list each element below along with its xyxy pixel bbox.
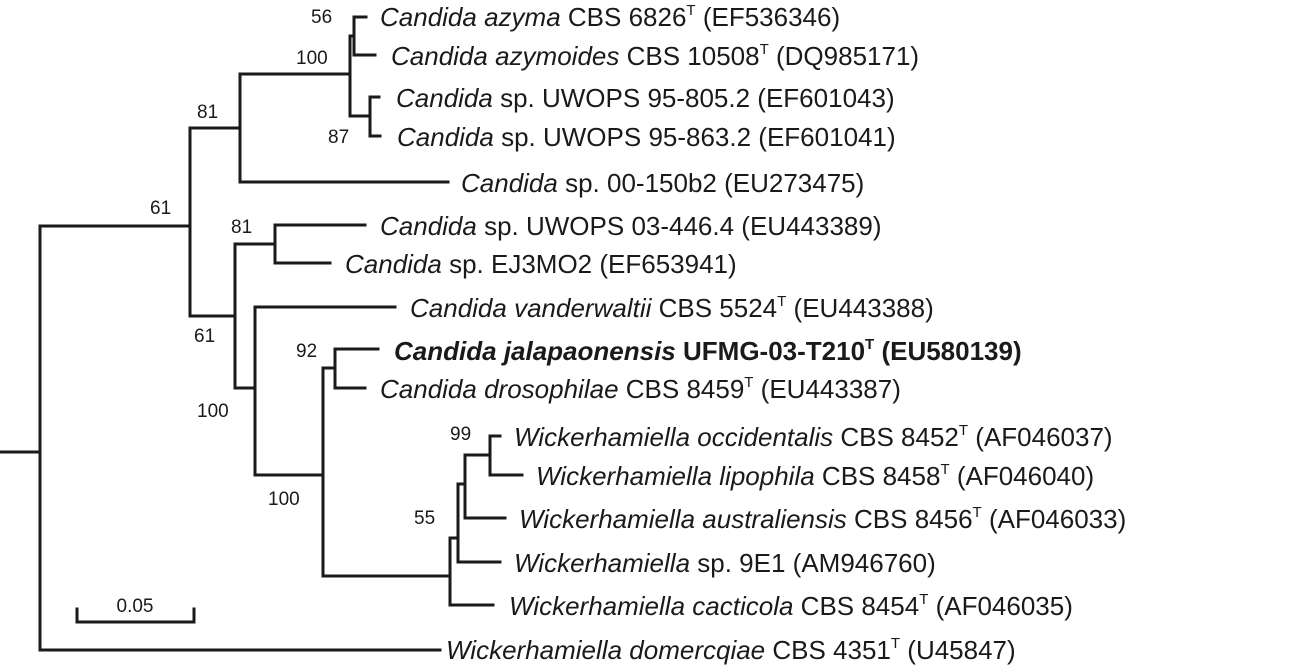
bootstrap-label: 81 bbox=[197, 102, 218, 123]
bootstrap-label: 100 bbox=[296, 48, 328, 69]
taxon-label-highlighted: Candida jalapaonensis UFMG-03-T210T (EU5… bbox=[394, 336, 1022, 366]
bootstrap-label: 61 bbox=[150, 198, 171, 219]
bootstrap-label: 81 bbox=[231, 217, 252, 238]
scale-bar-label: 0.05 bbox=[117, 596, 154, 617]
taxon-label: Candida sp. 00-150b2 (EU273475) bbox=[461, 168, 864, 198]
taxon-label: Wickerhamiella cacticola CBS 8454T (AF04… bbox=[509, 591, 1073, 621]
taxon-label: Wickerhamiella sp. 9E1 (AM946760) bbox=[514, 548, 936, 578]
bootstrap-label: 100 bbox=[197, 401, 229, 422]
taxon-label: Candida sp. UWOPS 03-446.4 (EU443389) bbox=[380, 211, 882, 241]
taxon-label: Candida sp. EJ3MO2 (EF653941) bbox=[345, 249, 737, 279]
taxon-label: Candida azymoides CBS 10508T (DQ985171) bbox=[391, 41, 919, 71]
taxon-label: Candida azyma CBS 6826T (EF536346) bbox=[380, 2, 840, 32]
taxon-label: Candida drosophilae CBS 8459T (EU443387) bbox=[380, 374, 901, 404]
taxon-label: Wickerhamiella domercqiae CBS 4351T (U45… bbox=[446, 635, 1016, 665]
bootstrap-label: 87 bbox=[328, 127, 349, 148]
tree-branches bbox=[0, 15, 524, 652]
taxon-label: Candida sp. UWOPS 95-863.2 (EF601041) bbox=[397, 122, 896, 152]
taxon-label: Wickerhamiella australiensis CBS 8456T (… bbox=[519, 504, 1126, 534]
bootstrap-label: 55 bbox=[414, 508, 435, 529]
taxon-label: Wickerhamiella lipophila CBS 8458T (AF04… bbox=[536, 461, 1094, 491]
bootstrap-values: 56 100 87 81 61 81 61 100 92 99 55 100 bbox=[150, 7, 471, 529]
taxon-labels: Candida azyma CBS 6826T (EF536346) Candi… bbox=[345, 2, 1126, 665]
scale-bar: 0.05 bbox=[75, 596, 196, 624]
taxon-label: Candida sp. UWOPS 95-805.2 (EF601043) bbox=[396, 83, 895, 113]
bootstrap-label: 92 bbox=[296, 341, 317, 362]
bootstrap-label: 100 bbox=[268, 489, 300, 510]
bootstrap-label: 99 bbox=[450, 424, 471, 445]
bootstrap-label: 56 bbox=[311, 7, 332, 28]
taxon-label: Candida vanderwaltii CBS 5524T (EU443388… bbox=[410, 293, 934, 323]
bootstrap-label: 61 bbox=[194, 326, 215, 347]
taxon-label: Wickerhamiella occidentalis CBS 8452T (A… bbox=[514, 422, 1113, 452]
